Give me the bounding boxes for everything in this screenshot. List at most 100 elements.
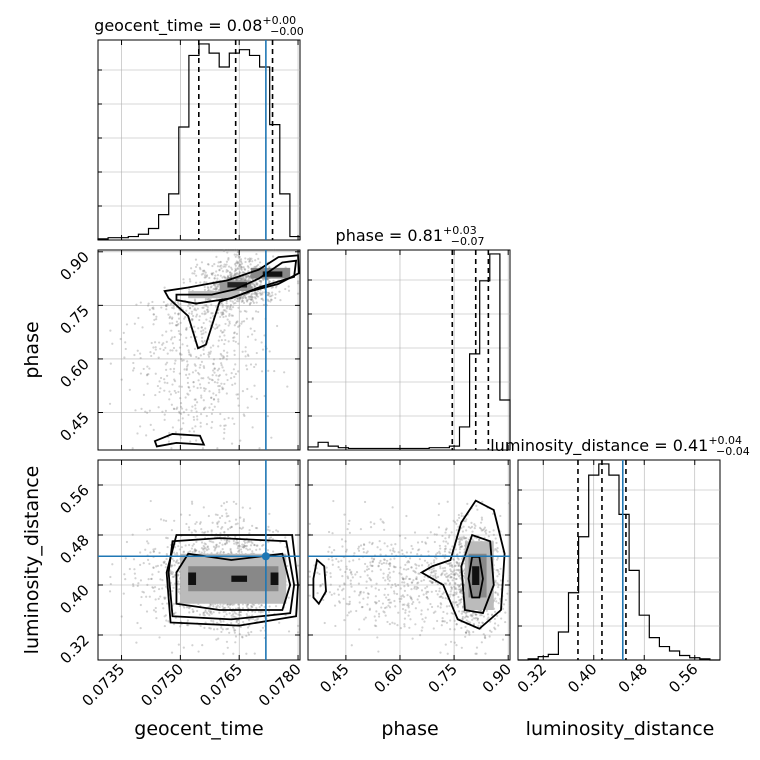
sample-point: [443, 550, 447, 553]
sample-point: [166, 537, 169, 540]
sample-point: [238, 324, 241, 327]
sample-point: [439, 602, 442, 605]
sample-point: [440, 574, 443, 577]
sample-point: [178, 570, 181, 573]
sample-point: [241, 635, 244, 638]
sample-point: [173, 546, 177, 549]
sample-point: [260, 341, 263, 344]
x-tick-label-luminosity-distance: 0.40: [564, 660, 600, 696]
sample-point: [241, 320, 244, 323]
sample-point: [251, 296, 254, 299]
sample-point: [371, 564, 374, 567]
sample-point: [370, 557, 374, 560]
sample-point: [399, 587, 402, 590]
sample-point: [338, 600, 341, 603]
sample-point: [218, 265, 222, 268]
sample-point: [185, 326, 188, 330]
sample-point: [261, 293, 264, 296]
sample-point: [179, 353, 182, 356]
sample-point: [357, 547, 360, 550]
sample-point: [224, 542, 227, 545]
sample-point: [165, 340, 168, 343]
sample-point: [333, 549, 336, 552]
sample-point: [249, 327, 252, 330]
sample-point: [195, 335, 198, 339]
sample-point: [225, 307, 229, 310]
sample-point: [163, 286, 166, 289]
sample-point: [255, 397, 258, 400]
sample-point: [329, 572, 332, 575]
sample-point: [190, 500, 194, 503]
sample-point: [358, 591, 362, 594]
sample-point: [348, 531, 351, 534]
sample-point: [416, 582, 419, 585]
sample-point: [153, 318, 156, 321]
sample-point: [214, 288, 217, 291]
sample-point: [108, 590, 112, 593]
sample-point: [170, 447, 173, 450]
sample-point: [332, 499, 335, 503]
sample-point: [234, 248, 237, 252]
sample-point: [388, 579, 391, 582]
sample-point: [208, 377, 211, 381]
sample-point: [447, 574, 450, 578]
sample-point: [227, 416, 230, 420]
sample-point: [237, 622, 240, 626]
sample-point: [174, 553, 177, 556]
sample-point: [421, 540, 424, 543]
sample-point: [405, 568, 408, 571]
sample-point: [379, 548, 382, 551]
sample-point: [238, 613, 241, 616]
sample-point: [210, 312, 213, 315]
sample-point: [501, 607, 505, 610]
sample-point: [329, 583, 332, 586]
sample-point: [377, 612, 381, 615]
sample-point: [403, 585, 406, 588]
sample-point: [195, 521, 198, 524]
sample-point: [171, 383, 174, 386]
sample-point: [448, 604, 451, 608]
sample-point: [348, 560, 351, 563]
sample-point: [132, 584, 135, 588]
sample-point: [161, 602, 164, 605]
sample-point: [499, 597, 502, 601]
sample-point: [217, 283, 220, 286]
sample-point: [172, 575, 175, 579]
sample-point: [253, 652, 256, 655]
sample-point: [457, 575, 461, 578]
sample-point: [251, 283, 254, 286]
sample-point: [441, 534, 444, 538]
sample-point: [217, 345, 220, 348]
sample-point: [440, 595, 443, 598]
sample-point: [415, 578, 418, 581]
sample-point: [476, 619, 479, 622]
sample-point: [486, 613, 490, 616]
sample-point: [272, 255, 275, 258]
sample-point: [344, 570, 347, 574]
sample-point: [221, 526, 224, 529]
sample-point: [224, 338, 227, 342]
sample-point: [174, 359, 177, 362]
sample-point: [493, 622, 497, 625]
sample-point: [152, 550, 156, 553]
sample-point: [416, 586, 420, 590]
sample-point: [359, 592, 362, 595]
sample-point: [223, 263, 226, 266]
sample-point: [169, 571, 172, 574]
sample-point: [177, 561, 181, 565]
sample-point: [245, 652, 248, 655]
sample-point: [258, 548, 261, 551]
sample-point: [124, 347, 127, 351]
sample-point: [238, 633, 241, 636]
sample-point: [230, 525, 233, 529]
sample-point: [374, 624, 378, 628]
sample-point: [247, 295, 250, 298]
sample-point: [415, 587, 418, 591]
sample-point: [459, 537, 462, 540]
sample-point: [240, 300, 243, 303]
sample-point: [400, 549, 404, 552]
sample-point: [394, 582, 397, 586]
sample-point: [241, 350, 244, 353]
sample-point: [182, 422, 185, 425]
sample-point: [199, 386, 202, 389]
